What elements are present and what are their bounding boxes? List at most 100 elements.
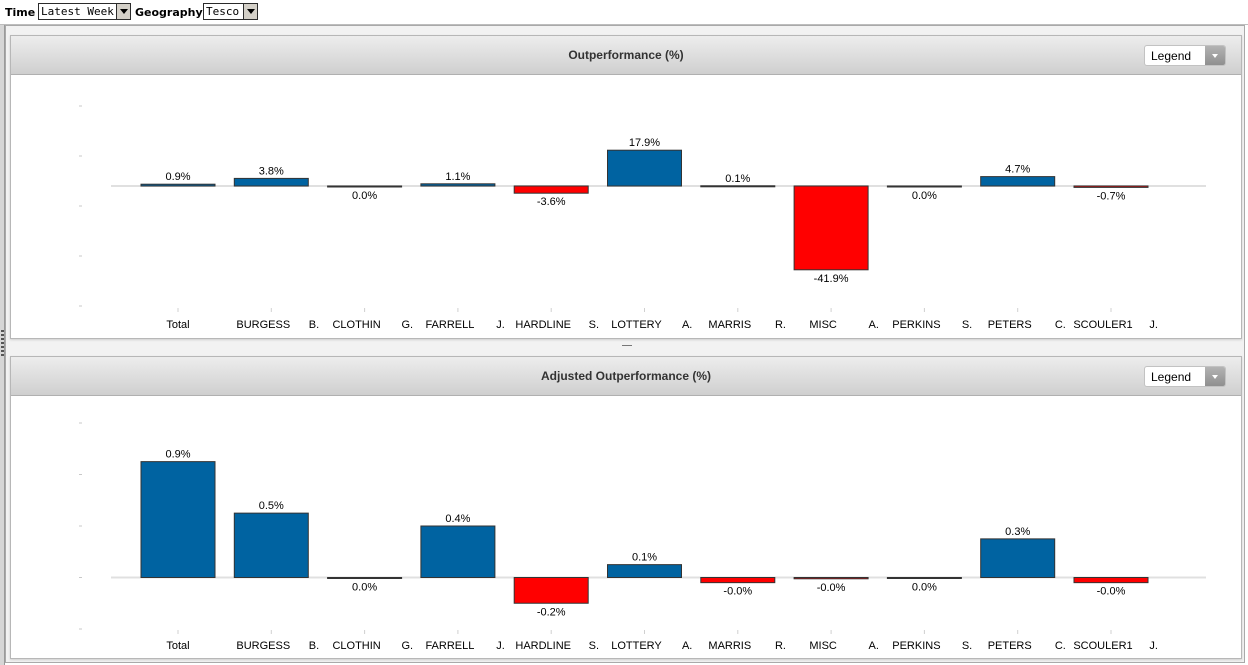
category-initial: A. [869,319,879,331]
bar [886,577,962,579]
category-initial: R. [775,319,786,331]
panel-resize-handle[interactable] [622,345,632,346]
category-label: HARDLINE [515,640,571,652]
legend-dropdown[interactable]: Legend [1144,45,1226,66]
category-label: HARDLINE [515,319,571,331]
category-label: Total [166,640,189,652]
chevron-down-icon[interactable] [243,4,257,19]
adjusted-outperformance-panel: Adjusted Outperformance (%) Legend 0.9% T… [10,356,1242,659]
category-initial: S. [962,319,972,331]
category-initial: A. [682,319,692,331]
category-initial: S. [589,319,599,331]
chart-title: Adjusted Outperformance (%) [540,369,711,383]
category-initial: J. [1149,319,1158,331]
category-initial: G. [401,319,413,331]
data-label: 0.0% [912,582,937,594]
data-label: 0.1% [725,173,750,185]
category-label: PERKINS [892,319,940,331]
data-label: 4.7% [1005,164,1030,176]
legend-dropdown[interactable]: Legend [1144,366,1226,387]
data-label: -0.0% [1097,586,1126,598]
category-initial: G. [401,640,413,652]
category-initial: R. [775,640,786,652]
bar [607,564,682,578]
bar [513,577,589,604]
splitter-grip-icon[interactable] [1,330,4,356]
bar [700,577,776,584]
bar [233,177,309,187]
time-select-value: Latest Week [41,5,114,18]
bar [140,461,216,578]
category-label: LOTTERY [611,640,662,652]
panel-header: Outperformance (%) Legend [11,36,1241,75]
data-label: -3.6% [537,196,566,208]
bar [886,185,962,188]
bar [980,176,1056,187]
chevron-down-icon[interactable] [1205,46,1225,65]
bar [233,512,309,578]
filter-toolbar: Time Latest Week Geography Tesco [0,0,1248,25]
category-label: FARRELL [425,640,474,652]
outperformance-chart: 0.9% Total 3.8% BURGESS B. 0.0% CLOTHIN G. 1.1% F… [79,105,1206,331]
category-initial: S. [589,640,599,652]
category-initial: A. [682,640,692,652]
category-initial: C. [1055,640,1066,652]
data-label: 3.8% [259,165,284,177]
legend-label: Legend [1151,370,1192,384]
data-label: 0.3% [1005,526,1030,538]
adjusted-outperformance-chart: 0.9% Total 0.5% BURGESS B. 0.0% CLOTHIN G. 0.4% F… [79,422,1206,652]
bar [793,577,869,580]
chevron-down-icon[interactable] [116,4,130,19]
outperformance-panel: Outperformance (%) Legend 0.9% Total 3.8% B… [10,35,1242,339]
category-label: PERKINS [892,640,940,652]
data-label: 17.9% [629,137,660,149]
data-label: -0.0% [723,586,752,598]
data-label: -0.0% [817,582,846,594]
data-label: -41.9% [814,273,849,285]
category-initial: A. [869,640,879,652]
chevron-down-icon[interactable] [1205,367,1225,386]
category-label: MISC [809,319,837,331]
bar [980,538,1056,578]
legend-label: Legend [1151,49,1192,63]
time-label: Time [5,6,36,19]
category-label: MARRIS [708,319,751,331]
panel-header: Adjusted Outperformance (%) Legend [11,357,1241,396]
category-label: LOTTERY [611,319,662,331]
chart-title: Outperformance (%) [568,48,684,62]
category-label: MARRIS [708,640,751,652]
bar [1073,577,1149,584]
data-label: 0.0% [352,190,377,202]
category-label: PETERS [988,640,1032,652]
category-label: FARRELL [425,319,474,331]
data-label: 0.5% [259,500,284,512]
category-initial: J. [496,319,505,331]
category-initial: C. [1055,319,1066,331]
category-initial: S. [962,640,972,652]
data-label: 0.0% [912,190,937,202]
category-initial: B. [309,640,319,652]
category-label: PETERS [988,319,1032,331]
category-label: SCOULER1 [1073,640,1132,652]
category-label: Total [166,319,189,331]
data-label: 0.4% [445,513,470,525]
category-initial: J. [496,640,505,652]
category-initial: J. [1149,640,1158,652]
data-label: 0.1% [632,552,657,564]
bar [700,185,776,188]
bar [420,525,496,578]
bar [513,185,589,194]
category-label: SCOULER1 [1073,319,1132,331]
geography-select-value: Tesco [206,5,240,18]
category-label: MISC [809,640,837,652]
time-select[interactable]: Latest Week [38,3,131,20]
data-label: 0.9% [165,171,190,183]
category-label: BURGESS [236,319,290,331]
category-initial: B. [309,319,319,331]
category-label: CLOTHIN [332,319,380,331]
bar [327,577,403,579]
geography-select[interactable]: Tesco [203,3,258,20]
bar [793,185,869,271]
data-label: 0.9% [165,449,190,461]
bar [420,183,496,187]
